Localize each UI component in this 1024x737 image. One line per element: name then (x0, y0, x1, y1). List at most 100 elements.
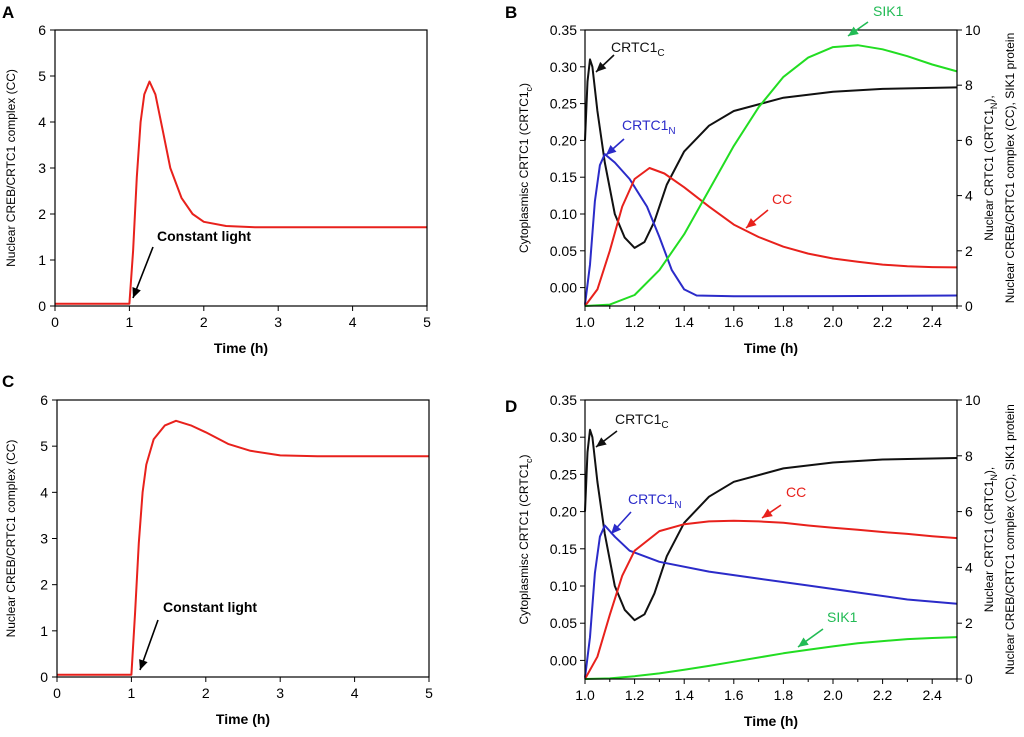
y-axis-label: Nuclear CREB/CRTC1 complex (CC) (4, 69, 18, 267)
x-tick-label: 2.2 (873, 687, 893, 703)
x-tick-label: 1.4 (674, 687, 694, 703)
x-tick-label: 4 (349, 314, 357, 330)
x-tick-label: 1.0 (575, 687, 595, 703)
x-axis-label: Time (h) (744, 713, 798, 729)
y-left-tick-label: 0.30 (550, 59, 577, 75)
series-line-cc (57, 419, 429, 676)
y-left-tick-label: 0.05 (550, 615, 577, 631)
x-axis-label: Time (h) (216, 711, 270, 727)
annotation-arrow-head (596, 61, 607, 72)
x-tick-label: 2.0 (823, 314, 843, 330)
x-tick-label: 5 (423, 314, 431, 330)
annotation-label: CRTC1C (611, 39, 665, 59)
y-left-tick-label: 0.15 (550, 169, 577, 185)
y-right-axis-label-line1: Nuclear CRTC1 (CRTC1N), (982, 467, 999, 612)
x-tick-label: 3 (274, 314, 282, 330)
y-tick-label: 0 (40, 669, 48, 685)
y-left-tick-label: 0.35 (550, 392, 577, 408)
y-right-axis-label-line1: Nuclear CRTC1 (CRTC1N), (982, 95, 999, 240)
annotation-label: CRTC1N (622, 117, 676, 137)
annotation-label: CRTC1N (628, 491, 682, 511)
y-tick-label: 4 (40, 484, 48, 500)
x-tick-label: 1.2 (625, 687, 645, 703)
y-tick-label: 6 (38, 22, 46, 38)
panel-letter: D (505, 397, 517, 416)
x-tick-label: 1.8 (774, 314, 794, 330)
y-left-tick-label: 0.25 (550, 466, 577, 482)
y-right-tick-label: 0 (965, 298, 973, 314)
series-line-cc (584, 519, 958, 680)
y-left-tick-label: 0.20 (550, 132, 577, 148)
y-left-axis-label: Cytoplasmisc CRTC1 (CRTC1c) (517, 83, 534, 253)
x-tick-label: 4 (351, 685, 359, 701)
series-line-cc (55, 80, 427, 305)
y-tick-label: 1 (40, 623, 48, 639)
y-tick-label: 0 (38, 298, 46, 314)
y-tick-label: 5 (40, 438, 48, 454)
x-tick-label: 1.2 (625, 314, 645, 330)
y-right-tick-label: 4 (965, 559, 973, 575)
series-line-sik1 (584, 44, 958, 307)
x-tick-label: 1.6 (724, 314, 744, 330)
annotation-arrow-head (606, 144, 617, 155)
x-tick-label: 0 (51, 314, 59, 330)
plot-frame (54, 29, 428, 307)
panel-letter: A (2, 3, 14, 22)
y-right-tick-label: 6 (965, 132, 973, 148)
x-tick-label: 2.4 (922, 687, 942, 703)
annotation-arrow-head (746, 218, 757, 228)
y-right-tick-label: 8 (965, 77, 973, 93)
y-left-tick-label: 0.20 (550, 504, 577, 520)
y-tick-label: 1 (38, 252, 46, 268)
x-tick-label: 2 (200, 314, 208, 330)
annotation-arrow-head (139, 659, 148, 670)
panel-c: C 0 1 2 3 4 5 Time (h) 0 1 2 3 4 5 6 Nuclear CREB/CRTC1… (2, 372, 433, 727)
x-tick-label: 2.0 (823, 687, 843, 703)
series-line-crtc1c (584, 58, 958, 249)
series-line-crtc1c (584, 428, 958, 622)
y-right-tick-label: 2 (965, 243, 973, 259)
y-left-tick-label: 0.05 (550, 243, 577, 259)
y-left-tick-label: 0.00 (550, 652, 577, 668)
plot-frame (56, 399, 430, 678)
x-tick-label: 1.4 (674, 314, 694, 330)
y-right-tick-label: 4 (965, 188, 973, 204)
plot-frame (584, 399, 958, 680)
x-tick-label: 5 (425, 685, 433, 701)
y-tick-label: 3 (38, 160, 46, 176)
annotation-label: CC (786, 484, 806, 500)
x-tick-label: 1.8 (774, 687, 794, 703)
y-right-axis-label-line2: Nuclear CREB/CRTC1 complex (CC), SIK1 pr… (1003, 404, 1017, 675)
annotation-arrow-head (848, 26, 859, 36)
annotation-label: Constant light (163, 599, 257, 615)
y-right-tick-label: 10 (965, 392, 981, 408)
y-axis-label: Nuclear CREB/CRTC1 complex (CC) (4, 440, 18, 638)
y-right-tick-label: 10 (965, 22, 981, 38)
x-axis-label: Time (h) (744, 340, 798, 356)
y-left-tick-label: 0.10 (550, 578, 577, 594)
y-left-tick-label: 0.25 (550, 96, 577, 112)
x-tick-label: 2.2 (873, 314, 893, 330)
y-right-tick-label: 0 (965, 671, 973, 687)
y-tick-label: 6 (40, 392, 48, 408)
y-left-tick-label: 0.35 (550, 22, 577, 38)
panel-letter: C (2, 372, 14, 391)
y-left-tick-label: 0.10 (550, 206, 577, 222)
plot-frame (584, 29, 958, 307)
y-left-axis-label: Cytoplasmisc CRTC1 (CRTC1c) (517, 454, 534, 624)
x-tick-label: 1.6 (724, 687, 744, 703)
x-tick-label: 1 (128, 685, 136, 701)
x-tick-label: 2.4 (922, 314, 942, 330)
y-tick-label: 5 (38, 68, 46, 84)
y-left-tick-label: 0.00 (550, 280, 577, 296)
y-tick-label: 3 (40, 531, 48, 547)
x-axis-label: Time (h) (214, 340, 268, 356)
series-line-cc (584, 167, 958, 307)
x-tick-label: 3 (276, 685, 284, 701)
y-left-tick-label: 0.30 (550, 429, 577, 445)
y-tick-label: 2 (40, 577, 48, 593)
y-right-tick-label: 6 (965, 504, 973, 520)
annotation-label: SIK1 (827, 609, 858, 625)
series-line-crtc1n (584, 153, 958, 305)
annotation-arrow-head (132, 287, 141, 298)
